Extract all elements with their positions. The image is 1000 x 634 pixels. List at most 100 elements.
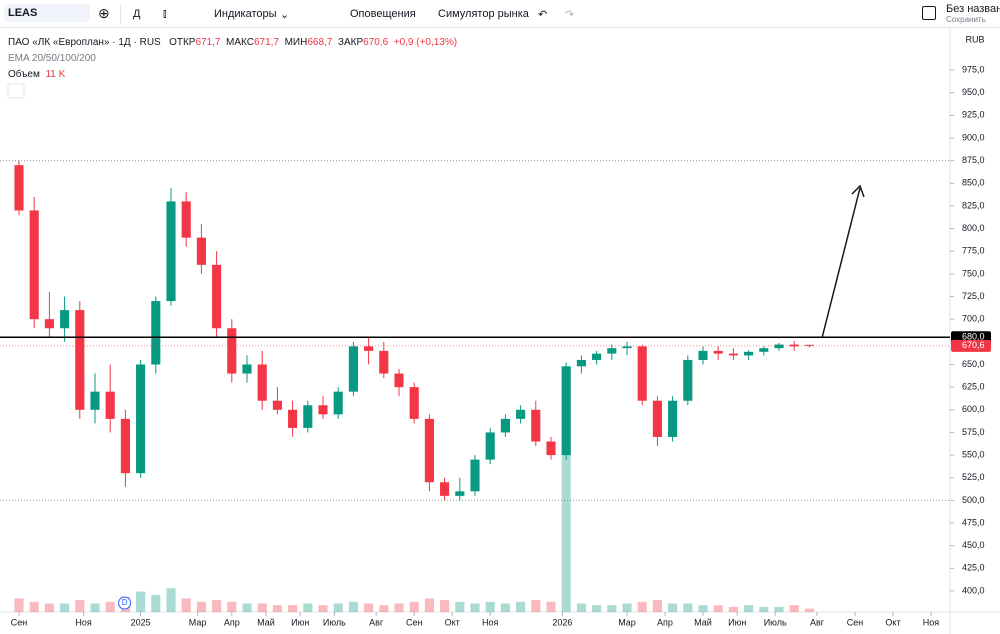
volume-bar <box>60 603 70 612</box>
x-tick-label: Сен <box>847 617 864 627</box>
legend: ПАО «ЛК «Европлан» · 1Д · RUS ОТКР671,7 … <box>8 35 457 83</box>
volume-bar <box>713 605 723 612</box>
x-tick-label: Мар <box>189 617 207 627</box>
volume-bar <box>242 603 252 612</box>
value: 670,6 <box>363 37 389 48</box>
candle-body <box>698 350 708 360</box>
y-tick-label: 450,0 <box>962 540 985 550</box>
plot <box>0 160 950 612</box>
price-label: 670,6 <box>962 340 985 350</box>
candle-body <box>607 348 617 354</box>
volume-bar <box>379 605 389 612</box>
volume-bar <box>166 588 176 612</box>
replay[interactable]: Симулятор рынка <box>438 8 529 20</box>
volume-bar <box>759 606 769 612</box>
volume-bar <box>652 600 662 612</box>
x-tick-label: Ноя <box>482 617 499 627</box>
candle-body <box>60 310 70 329</box>
layout-name[interactable]: Без названи <box>946 3 1000 15</box>
collapse-button[interactable] <box>7 83 25 99</box>
candle-body <box>44 319 54 329</box>
x-tick-label: Окт <box>445 617 460 627</box>
price-label: 680,0 <box>962 332 985 342</box>
x-tick-label: Мар <box>618 617 636 627</box>
x-tick-label: Авг <box>369 617 384 627</box>
volume-bar <box>546 601 556 612</box>
redo[interactable]: ↷ <box>565 9 575 21</box>
candle-body <box>683 359 693 401</box>
y-tick-label: 700,0 <box>962 314 985 324</box>
volume-bar <box>105 601 115 612</box>
candle-body <box>592 353 602 360</box>
separator <box>120 5 121 23</box>
volume-bar <box>668 603 678 612</box>
candle-body <box>212 264 222 329</box>
label: МИН <box>284 37 308 48</box>
volume-bar <box>789 605 799 612</box>
candle-body <box>318 405 328 415</box>
candle-body <box>227 328 237 374</box>
arrow-head <box>851 184 865 198</box>
checkbox[interactable] <box>922 6 936 20</box>
volume-bar <box>151 595 161 612</box>
volume-bar <box>44 603 54 612</box>
y-tick-label: 750,0 <box>962 268 985 278</box>
volume-bar <box>303 603 313 612</box>
alerts[interactable]: Оповещения <box>350 8 416 20</box>
candle-body <box>196 237 206 265</box>
volume-bar <box>455 601 465 612</box>
candle-body <box>622 346 632 349</box>
volume-bar <box>196 601 206 612</box>
volume-bar <box>409 601 419 612</box>
volume-bar <box>272 605 282 612</box>
x-tick-label: Июн <box>728 617 746 627</box>
y-tick-label: 825,0 <box>962 200 985 210</box>
undo[interactable]: ↶ <box>538 9 548 21</box>
volume-bar <box>364 603 374 612</box>
volume-bar <box>561 450 571 612</box>
indicator-row[interactable]: EMA 20/50/100/200 <box>8 51 457 67</box>
change: +0,9 (+0,13%) <box>393 37 458 48</box>
value: 671,7 <box>195 37 221 48</box>
currency[interactable]: RUB <box>965 34 984 44</box>
x-tick-label: Сен <box>11 617 28 627</box>
symbol-search[interactable]: LEAS <box>4 4 90 22</box>
x-tick-label: Май <box>257 617 275 627</box>
candle-body <box>485 432 495 460</box>
volume-bar <box>348 601 358 612</box>
ema: EMA 20/50/100/200 <box>8 53 96 64</box>
indicators[interactable]: Индикаторы <box>214 8 277 20</box>
save[interactable]: Сохранить <box>946 15 986 24</box>
volume-bar <box>698 605 708 612</box>
candle-body <box>242 364 252 374</box>
volume-bar <box>728 606 738 612</box>
volume-bar <box>500 603 510 612</box>
volume-bar <box>774 606 784 612</box>
dropdown[interactable]: ⌄ <box>280 9 290 21</box>
y-tick-label: 975,0 <box>962 64 985 74</box>
candle-body <box>440 482 450 496</box>
interval[interactable]: Д <box>133 8 141 20</box>
x-tick-label: Окт <box>885 617 900 627</box>
volume-bar <box>394 603 404 612</box>
candle-body <box>364 346 374 351</box>
y-tick-label: 950,0 <box>962 87 985 97</box>
candle-body <box>759 348 769 352</box>
volume-bar <box>90 603 100 612</box>
chart-type[interactable]: ⫾ <box>163 8 167 20</box>
indicator-row[interactable]: Объем 11 K <box>8 67 457 83</box>
x-tick-label: Авг <box>810 617 825 627</box>
arrow-drawing[interactable] <box>821 187 861 339</box>
y-tick-label: 725,0 <box>962 291 985 301</box>
candle-body <box>166 201 176 302</box>
add-symbol[interactable]: ⊕ <box>98 5 110 21</box>
volume-bar <box>75 600 85 612</box>
volume-bar <box>440 600 450 612</box>
y-tick-label: 650,0 <box>962 359 985 369</box>
label: МАКС <box>226 37 254 48</box>
x-tick-label: Июль <box>764 617 787 627</box>
candle-body <box>455 491 465 496</box>
title: ПАО «ЛК «Европлан» · 1Д · RUS <box>8 37 161 48</box>
candle-body <box>668 400 678 437</box>
